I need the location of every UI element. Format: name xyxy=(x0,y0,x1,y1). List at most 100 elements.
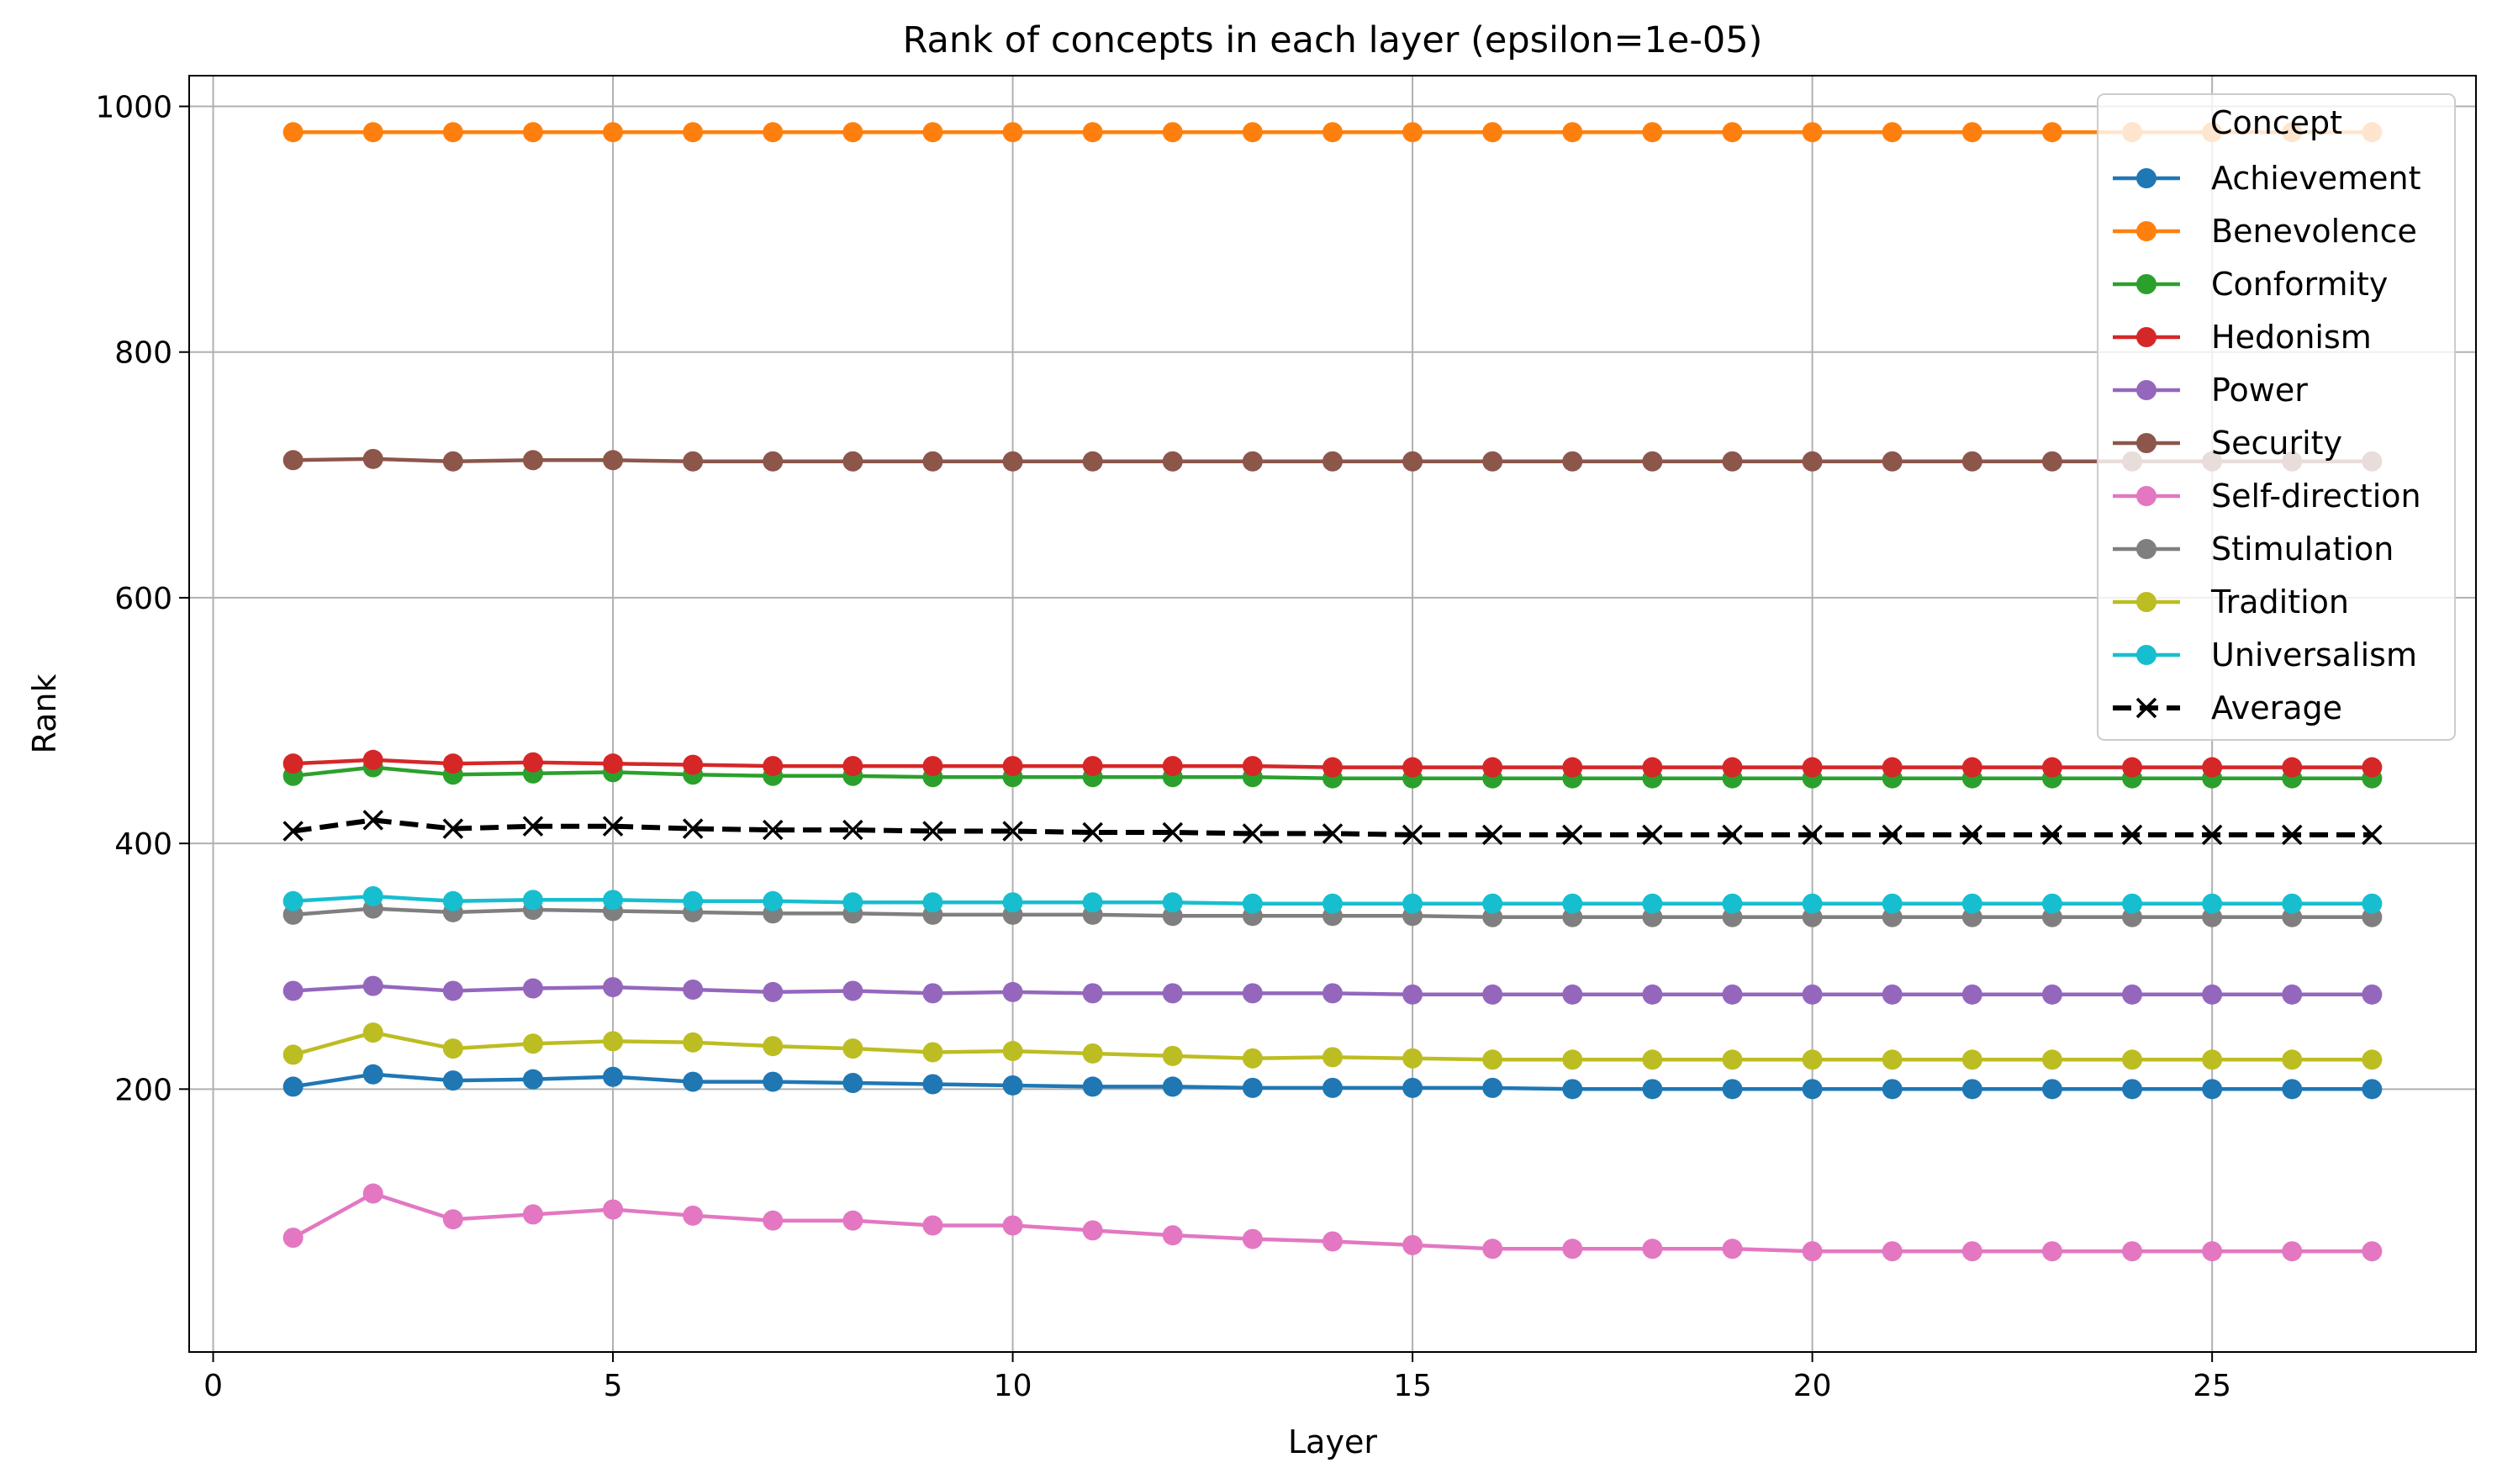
y-tick-label: 800 xyxy=(114,336,172,371)
data-point-security xyxy=(1322,451,1343,472)
data-point-power xyxy=(763,981,784,1002)
data-point-hedonism xyxy=(763,756,784,777)
data-point-achievement xyxy=(1002,1075,1023,1096)
data-point-hedonism xyxy=(1642,757,1663,778)
data-point-self-direction xyxy=(1242,1228,1263,1249)
series-group xyxy=(282,122,2383,1262)
data-point-tradition xyxy=(362,1022,383,1043)
data-point-average xyxy=(362,810,383,831)
data-point-power xyxy=(1242,983,1263,1004)
legend-item-security: Security xyxy=(2113,425,2342,462)
data-point-average xyxy=(1802,824,1823,846)
data-point-universalism xyxy=(603,890,624,911)
data-point-average xyxy=(682,818,704,839)
legend-box xyxy=(2097,93,2456,741)
data-point-tradition xyxy=(1322,1047,1343,1068)
data-point-average xyxy=(842,819,863,841)
data-point-achievement xyxy=(1961,1079,1982,1100)
data-point-security xyxy=(1642,451,1663,472)
data-point-power xyxy=(1961,984,1982,1005)
data-point-tradition xyxy=(2202,1049,2223,1070)
data-point-achievement xyxy=(1082,1076,1103,1097)
data-point-power xyxy=(2362,984,2383,1005)
data-point-self-direction xyxy=(2282,1241,2303,1262)
legend-marker xyxy=(2136,380,2156,400)
data-point-universalism xyxy=(1802,893,1823,914)
data-point-tradition xyxy=(2122,1049,2143,1070)
data-point-universalism xyxy=(442,890,463,911)
legend-marker xyxy=(2136,592,2156,612)
data-point-achievement xyxy=(1882,1079,1903,1100)
data-point-universalism xyxy=(763,890,784,911)
data-point-achievement xyxy=(1802,1079,1823,1100)
legend-label: Stimulation xyxy=(2211,531,2394,568)
data-point-self-direction xyxy=(1082,1220,1103,1241)
data-point-universalism xyxy=(1082,892,1103,913)
data-point-average xyxy=(282,821,304,842)
data-point-security xyxy=(282,450,304,471)
legend: Concept Achievement Benevolence Conformity H… xyxy=(2097,93,2456,741)
legend-item-achievement: Achievement xyxy=(2113,160,2421,197)
data-point-achievement xyxy=(842,1073,863,1094)
series-power xyxy=(282,975,2383,1005)
data-point-benevolence xyxy=(1562,122,1583,143)
data-point-security xyxy=(1402,451,1423,472)
data-point-benevolence xyxy=(1242,122,1263,143)
data-point-self-direction xyxy=(1562,1238,1583,1260)
data-point-security xyxy=(842,451,863,472)
data-point-achievement xyxy=(1162,1076,1183,1097)
data-point-benevolence xyxy=(1082,122,1103,143)
data-point-hedonism xyxy=(1482,757,1503,778)
data-point-security xyxy=(603,450,624,471)
data-point-tradition xyxy=(1482,1049,1503,1070)
data-point-universalism xyxy=(1642,893,1663,914)
legend-label: Universalism xyxy=(2211,636,2417,673)
data-point-tradition xyxy=(2282,1049,2303,1070)
legend-label: Power xyxy=(2211,372,2308,409)
data-point-hedonism xyxy=(842,756,863,777)
legend-marker xyxy=(2136,486,2156,506)
data-point-security xyxy=(1802,451,1823,472)
data-point-universalism xyxy=(922,892,943,913)
data-point-benevolence xyxy=(1882,122,1903,143)
data-point-achievement xyxy=(2122,1079,2143,1100)
data-point-hedonism xyxy=(1322,757,1343,778)
data-point-benevolence xyxy=(2041,122,2062,143)
data-point-power xyxy=(842,980,863,1001)
data-point-power xyxy=(442,980,463,1001)
data-point-achievement xyxy=(922,1074,943,1095)
data-point-power xyxy=(1082,983,1103,1004)
data-point-tradition xyxy=(1961,1049,1982,1070)
y-tick-label: 600 xyxy=(114,582,172,616)
data-point-achievement xyxy=(442,1070,463,1091)
data-point-hedonism xyxy=(282,753,304,774)
data-point-average xyxy=(2362,824,2383,846)
data-point-average xyxy=(922,821,943,842)
data-point-average xyxy=(1162,821,1184,843)
data-point-hedonism xyxy=(2282,757,2303,778)
data-point-universalism xyxy=(1961,893,1982,914)
x-tick-label: 0 xyxy=(203,1369,223,1403)
data-point-power xyxy=(2202,984,2223,1005)
data-point-hedonism xyxy=(1082,756,1103,777)
data-point-benevolence xyxy=(1162,122,1183,143)
data-point-self-direction xyxy=(2122,1241,2143,1262)
data-point-hedonism xyxy=(2202,757,2223,778)
data-point-average xyxy=(2282,824,2303,846)
data-point-self-direction xyxy=(442,1209,463,1230)
data-point-hedonism xyxy=(2362,757,2383,778)
data-point-security xyxy=(1722,451,1743,472)
data-point-tradition xyxy=(842,1038,863,1059)
data-point-power xyxy=(282,980,304,1001)
data-point-hedonism xyxy=(1722,757,1743,778)
data-point-power xyxy=(1402,984,1423,1005)
legend-marker xyxy=(2136,433,2156,453)
data-point-self-direction xyxy=(1961,1241,1982,1262)
data-point-benevolence xyxy=(1002,122,1023,143)
data-point-security xyxy=(1562,451,1583,472)
data-point-achievement xyxy=(2041,1079,2062,1100)
legend-label: Benevolence xyxy=(2211,213,2417,250)
series-tradition xyxy=(282,1022,2383,1070)
data-point-self-direction xyxy=(922,1215,943,1236)
